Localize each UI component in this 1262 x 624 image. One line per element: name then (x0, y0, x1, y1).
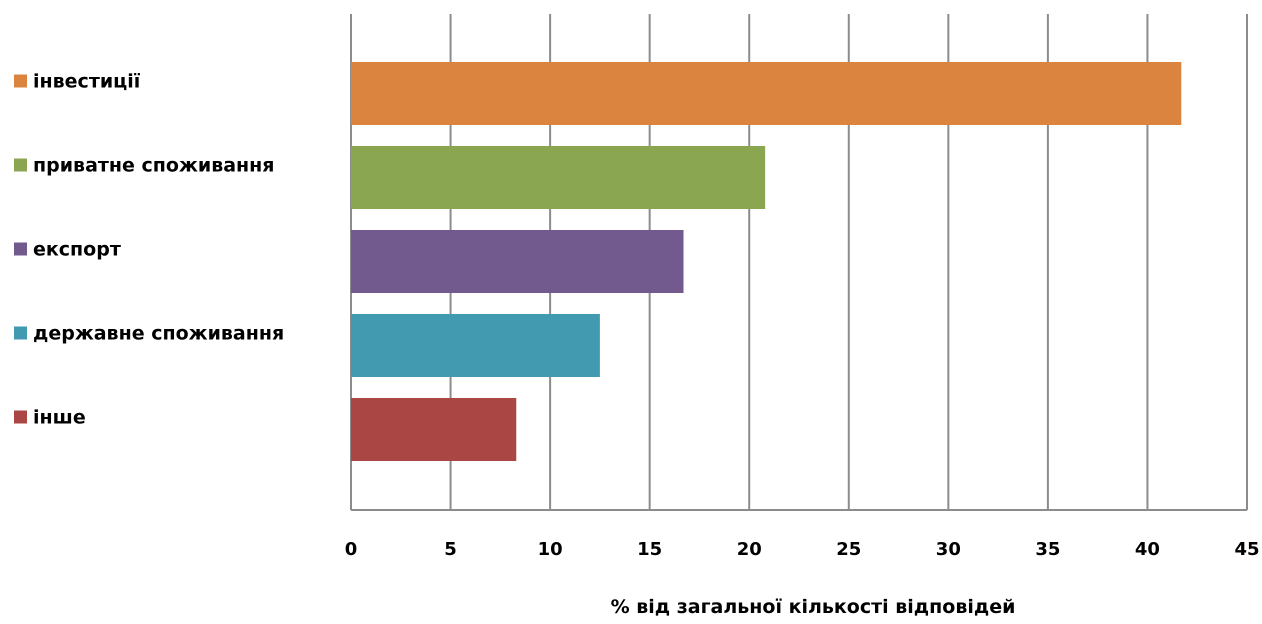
x-tick-label: 40 (1135, 539, 1160, 560)
bar-1 (351, 146, 766, 209)
x-tick-label: 5 (444, 539, 457, 560)
bar-0 (351, 62, 1182, 125)
x-tick-label: 45 (1234, 539, 1259, 560)
x-tick-label: 35 (1035, 539, 1060, 560)
legend-label: приватне споживання (33, 155, 275, 177)
legend-swatch (14, 242, 27, 256)
bars (351, 62, 1182, 461)
legend-swatch (14, 158, 27, 172)
x-tick-label: 10 (538, 539, 563, 560)
x-tick-label: 0 (345, 539, 358, 560)
x-tick-label: 20 (737, 539, 762, 560)
legend-swatch (14, 410, 27, 424)
legend-label: інвестиції (33, 71, 141, 93)
legend-swatch (14, 74, 27, 88)
x-tick-label: 25 (836, 539, 861, 560)
legend: інвестиції приватне споживання експорт держ… (14, 71, 284, 429)
bar-3 (351, 314, 600, 377)
x-tick-label: 30 (936, 539, 961, 560)
bar-2 (351, 230, 684, 293)
bar-4 (351, 398, 517, 461)
x-tick-label: 15 (637, 539, 662, 560)
legend-label: інше (33, 407, 86, 429)
legend-label: експорт (33, 239, 121, 261)
x-axis-title: % від загальної кількості відповідей (611, 596, 1016, 618)
legend-label: державне споживання (33, 323, 284, 345)
legend-swatch (14, 326, 27, 340)
x-axis: 0 5 10 15 20 25 30 35 40 45 (345, 509, 1260, 560)
